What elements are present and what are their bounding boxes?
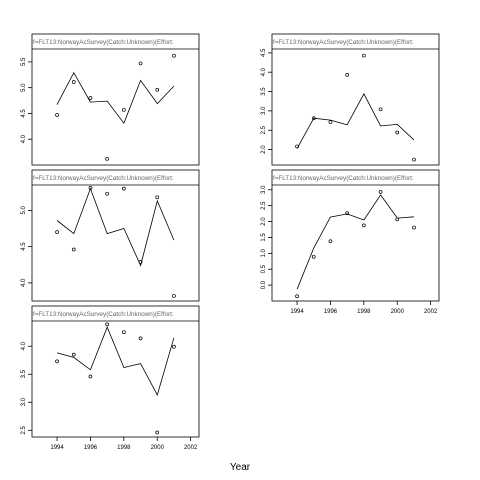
y-tick-label: 1.0 [261, 248, 267, 257]
strip-label: f=FLT13:NorwayAcSurvey(Catch:Unknown)(Ef… [33, 39, 174, 46]
observed-point [395, 217, 400, 222]
x-tick-label: 1994 [50, 445, 64, 451]
fitted-line [296, 194, 414, 290]
observed-point [121, 330, 126, 335]
x-tick-label: 1996 [324, 309, 338, 315]
panel-4: f=FLT13:NorwayAcSurvey(Catch:Unknown)(Ef… [261, 169, 440, 315]
x-tick-label: 2002 [184, 445, 198, 451]
y-tick-label: 2.0 [261, 217, 267, 226]
observed-point [362, 223, 366, 228]
x-tick-label: 1994 [290, 309, 304, 315]
observed-point [378, 107, 383, 112]
panel-frame [31, 33, 200, 166]
observed-point [138, 336, 143, 341]
observed-point [105, 191, 110, 196]
observed-point [71, 80, 76, 84]
panels-layer: f=FLT13:NorwayAcSurvey(Catch:Unknown)(Ef… [21, 33, 440, 451]
y-tick-label: 2.0 [261, 145, 267, 154]
panel-frame [31, 169, 200, 302]
y-tick-label: 0.5 [261, 264, 267, 273]
observed-point [362, 53, 366, 58]
y-tick-label: 5.0 [21, 206, 27, 215]
observed-point [295, 144, 299, 149]
y-tick-label: 3.0 [261, 185, 267, 194]
observed-point [311, 116, 316, 121]
observed-point [105, 322, 110, 327]
y-tick-label: 2.5 [261, 201, 267, 210]
fitted-line [56, 71, 175, 125]
y-tick-label: 4.0 [261, 67, 267, 76]
observed-point [172, 294, 176, 298]
observed-point [155, 195, 160, 200]
observed-point [172, 53, 176, 58]
x-tick-label: 1996 [84, 445, 98, 451]
observed-point [55, 359, 59, 364]
x-tick-label: 2000 [391, 309, 405, 315]
x-axis-label: Year [230, 462, 251, 473]
x-tick-label: 2002 [424, 309, 438, 315]
observed-point [328, 239, 333, 244]
observed-point [155, 87, 160, 92]
y-tick-label: 4.5 [261, 48, 267, 57]
panel-frame [271, 169, 440, 302]
y-tick-label: 3.5 [21, 369, 27, 378]
observed-point [295, 294, 299, 299]
strip-label: f=FLT13:NorwayAcSurvey(Catch:Unknown)(Ef… [273, 175, 414, 182]
observed-point [88, 186, 93, 190]
x-tick-label: 2000 [151, 445, 165, 451]
panel-5: f=FLT13:NorwayAcSurvey(Catch:Unknown)(Ef… [21, 305, 200, 451]
fitted-line [296, 93, 415, 149]
y-tick-label: 1.5 [261, 233, 267, 242]
observed-point [88, 96, 93, 100]
y-tick-label: 5.0 [21, 83, 27, 92]
y-tick-label: 3.0 [261, 106, 267, 115]
observed-point [121, 186, 126, 191]
y-tick-label: 4.0 [21, 278, 27, 287]
x-tick-label: 1998 [117, 445, 131, 451]
fitted-line [56, 187, 175, 267]
observed-point [105, 156, 110, 161]
y-tick-label: 3.0 [21, 397, 27, 406]
y-tick-label: 0.0 [261, 280, 267, 289]
y-tick-label: 2.5 [21, 425, 27, 434]
observed-point [311, 254, 316, 259]
observed-point [138, 61, 143, 66]
observed-point [71, 352, 76, 357]
observed-point [138, 260, 143, 264]
observed-point [155, 430, 160, 435]
observed-point [172, 344, 176, 349]
strip-label: f=FLT13:NorwayAcSurvey(Catch:Unknown)(Ef… [33, 175, 174, 182]
x-tick-label: 1998 [357, 309, 371, 315]
panel-frame [31, 305, 200, 438]
observed-point [328, 120, 333, 124]
observed-point [121, 107, 126, 112]
observed-point [71, 247, 76, 252]
y-tick-label: 5.5 [21, 57, 27, 66]
y-tick-label: 4.0 [21, 341, 27, 350]
y-tick-label: 4.5 [21, 109, 27, 118]
y-tick-label: 3.5 [261, 87, 267, 96]
observed-point [378, 190, 383, 194]
observed-point [345, 73, 349, 77]
panel-frame [271, 33, 440, 166]
observed-point [55, 230, 59, 234]
observed-point [345, 211, 349, 216]
panel-2: f=FLT13:NorwayAcSurvey(Catch:Unknown)(Ef… [261, 33, 440, 166]
observed-point [412, 225, 416, 230]
fitted-line [56, 326, 175, 397]
observed-point [55, 113, 59, 117]
y-tick-label: 2.5 [261, 125, 267, 134]
observed-point [88, 374, 93, 379]
strip-label: f=FLT13:NorwayAcSurvey(Catch:Unknown)(Ef… [33, 311, 174, 318]
strip-label: f=FLT13:NorwayAcSurvey(Catch:Unknown)(Ef… [273, 39, 414, 46]
observed-point [412, 157, 416, 162]
panel-3: f=FLT13:NorwayAcSurvey(Catch:Unknown)(Ef… [21, 169, 200, 302]
y-tick-label: 4.0 [21, 134, 27, 143]
panel-1: f=FLT13:NorwayAcSurvey(Catch:Unknown)(Ef… [21, 33, 200, 166]
observed-point [395, 130, 400, 135]
y-tick-label: 4.5 [21, 242, 27, 251]
